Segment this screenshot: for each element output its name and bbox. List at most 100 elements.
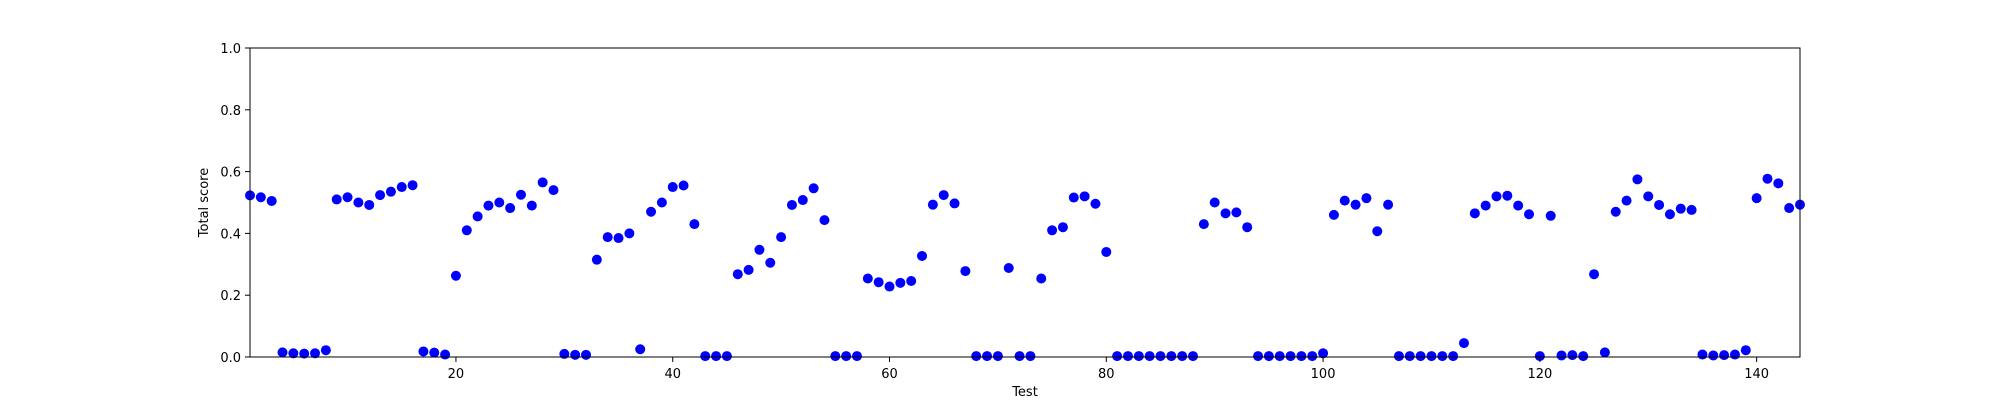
data-point [1057,222,1068,233]
data-point [1122,351,1133,362]
data-point [624,228,635,239]
data-point [450,270,461,281]
x-tick-label: 140 [1744,367,1769,382]
data-point [526,200,537,211]
data-point [797,195,808,206]
data-point [483,200,494,211]
data-point [1318,348,1329,359]
data-point [1393,351,1404,362]
data-point [851,351,862,362]
x-axis-ticks: 20 40 60 80 100 120 140 [448,357,1769,382]
data-point [1697,349,1708,360]
data-point [1437,351,1448,362]
data-point [320,345,331,356]
y-tick-label: 0.4 [220,227,241,242]
data-point [917,250,928,261]
data-point [1415,351,1426,362]
data-point [1654,199,1665,210]
data-point [396,182,407,193]
data-point [537,177,548,188]
data-point [776,232,787,243]
data-point [277,347,288,358]
data-point [786,199,797,210]
data-point [1426,351,1437,362]
data-point [266,195,277,206]
data-point [1274,351,1285,362]
data-point [331,194,342,205]
data-point [505,203,516,214]
data-point [1448,351,1459,362]
data-point [830,351,841,362]
data-point [949,198,960,209]
x-tick-label: 120 [1527,367,1552,382]
data-point [960,266,971,277]
data-point [1578,351,1589,362]
data-point [1112,351,1123,362]
data-point [906,275,917,286]
data-point [548,185,559,196]
data-point [1740,345,1751,356]
data-point [472,211,483,222]
data-point [721,351,732,362]
y-tick-label: 0.2 [220,289,241,304]
plot-area-frame [249,47,1801,358]
x-tick-label: 60 [881,367,898,382]
data-point [1296,351,1307,362]
data-point [1773,178,1784,189]
data-point [440,349,451,360]
data-point [765,257,776,268]
x-axis-label: Test [1011,385,1038,400]
data-point [754,244,765,255]
y-tick-label: 0.8 [220,104,241,119]
data-point [1480,200,1491,211]
y-tick-label: 0.6 [220,166,241,181]
data-point [1513,200,1524,211]
data-point [1101,246,1112,257]
data-point [1144,351,1155,362]
data-point [1784,203,1795,214]
data-point [581,349,592,360]
data-points [245,173,1805,362]
data-point [1632,174,1643,185]
data-point [1155,351,1166,362]
data-point [1686,204,1697,215]
data-point [1188,351,1199,362]
data-point [602,232,613,243]
data-point [971,351,982,362]
x-tick-label: 100 [1311,367,1336,382]
data-point [1166,351,1177,362]
data-point [1621,195,1632,206]
data-point [1307,351,1318,362]
data-point [461,225,472,236]
data-point [1589,269,1600,280]
data-point [1458,338,1469,349]
data-point [1675,203,1686,214]
data-point [841,351,852,362]
data-point [1263,351,1274,362]
data-point [1524,209,1535,220]
data-point [1339,195,1350,206]
data-point [1003,263,1014,274]
data-point [1285,351,1296,362]
data-point [1220,208,1231,219]
data-point [1328,209,1339,220]
data-point [255,192,266,203]
data-point [1090,198,1101,209]
data-point [1350,199,1361,210]
data-point [992,351,1003,362]
data-point [1177,351,1188,362]
data-point [1068,192,1079,203]
data-point [656,197,667,208]
data-point [515,189,526,200]
data-point [667,182,678,193]
data-point [743,264,754,275]
data-point [1545,210,1556,221]
data-point [494,197,505,208]
data-point [1361,193,1372,204]
data-point [808,183,819,194]
data-point [862,273,873,284]
data-point [375,190,386,201]
data-point [1599,347,1610,358]
